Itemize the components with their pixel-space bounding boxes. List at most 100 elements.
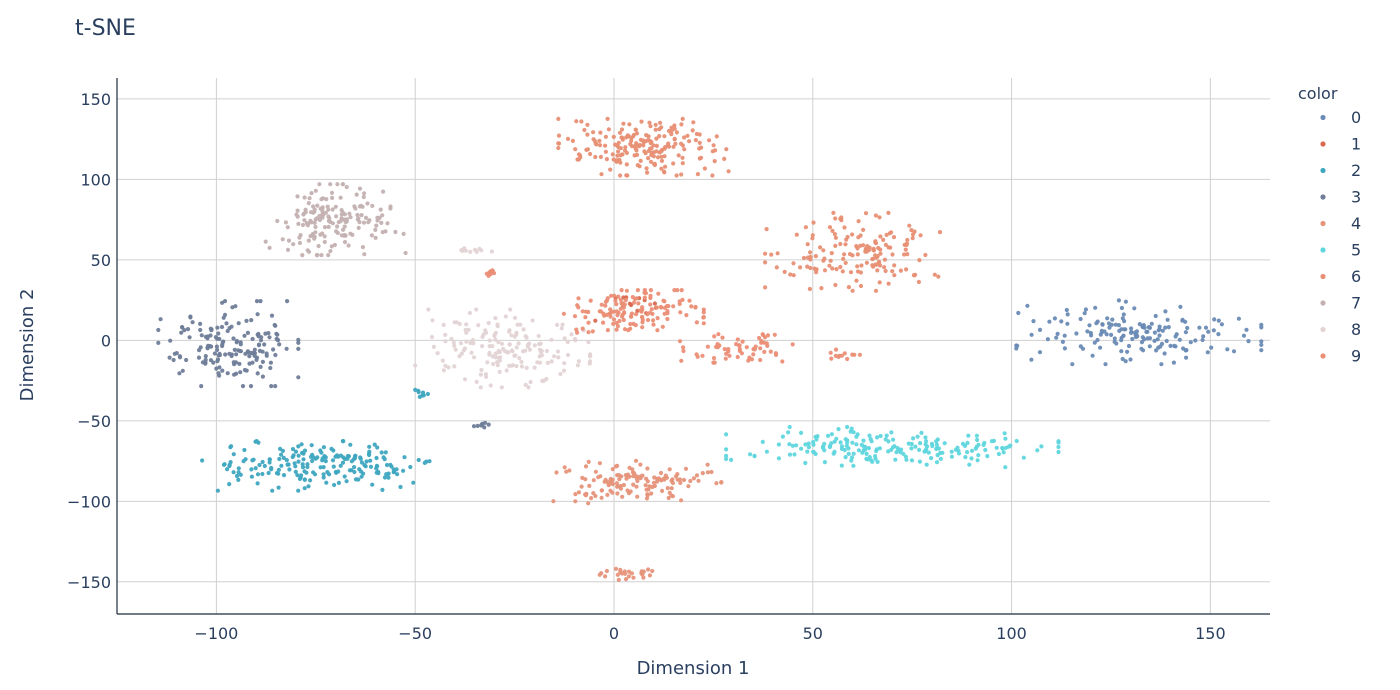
series-7-points [263,182,408,258]
point [962,443,968,448]
point [905,252,910,257]
point [462,377,468,382]
point [875,435,880,440]
point [462,346,468,351]
point [759,340,764,345]
point [240,384,246,389]
point [401,231,406,236]
point [628,142,633,147]
point [1152,338,1157,343]
point [299,442,304,447]
point [858,283,864,289]
point [679,288,684,293]
point [664,304,670,309]
point [969,456,974,461]
point [643,291,649,296]
point [685,133,690,138]
point [507,329,512,334]
point [342,212,347,217]
point [258,299,263,304]
point [267,245,272,250]
point [347,211,352,216]
point [780,359,785,364]
point [1001,450,1006,455]
point [775,251,780,256]
point [364,459,369,464]
point [532,365,537,370]
point [627,465,632,470]
point [322,234,327,239]
point [654,305,659,310]
point [842,225,847,230]
point [231,470,236,475]
point [807,286,813,292]
point [891,235,897,240]
point [1145,329,1150,334]
point [787,452,793,457]
point [260,374,265,379]
point [850,352,855,357]
point [609,293,614,298]
point [834,267,839,272]
point [870,263,875,268]
point [1231,349,1237,354]
legend-label-8: 8 [1351,320,1361,339]
point [384,472,389,477]
point [260,459,265,465]
point [981,442,986,447]
point [565,352,571,358]
point [949,449,954,454]
point [903,454,909,459]
point [1109,332,1114,337]
point [255,332,260,337]
point [839,218,844,223]
point [523,382,528,387]
point [917,459,923,464]
point [487,270,492,275]
point [597,461,603,466]
point [825,433,831,438]
point [613,298,618,303]
point [608,167,613,172]
point [597,138,602,143]
point [1174,332,1179,337]
point [1116,298,1121,303]
point [937,230,943,235]
point [330,221,335,226]
point [313,188,318,193]
point [1065,321,1070,326]
point [846,446,851,451]
point [223,352,228,357]
point [845,440,850,445]
point [306,238,311,243]
point [266,470,271,476]
point [713,148,718,153]
point [1155,337,1160,342]
point [296,488,301,493]
point [1259,322,1264,327]
point [991,438,997,443]
point [340,460,346,465]
point [724,447,729,452]
point [236,466,241,471]
point [1181,346,1186,351]
point [707,138,712,143]
point [336,480,341,485]
point [909,458,915,463]
point [599,302,604,307]
point [341,227,346,232]
point [321,465,326,470]
point [858,243,863,248]
point [576,305,581,310]
point [658,120,663,125]
point [813,254,819,259]
point [321,475,326,480]
point [788,272,793,277]
point [667,490,672,495]
point [1047,319,1052,324]
point [367,449,372,454]
point [864,260,870,265]
point [260,349,265,354]
point [896,447,901,452]
point [315,253,320,258]
